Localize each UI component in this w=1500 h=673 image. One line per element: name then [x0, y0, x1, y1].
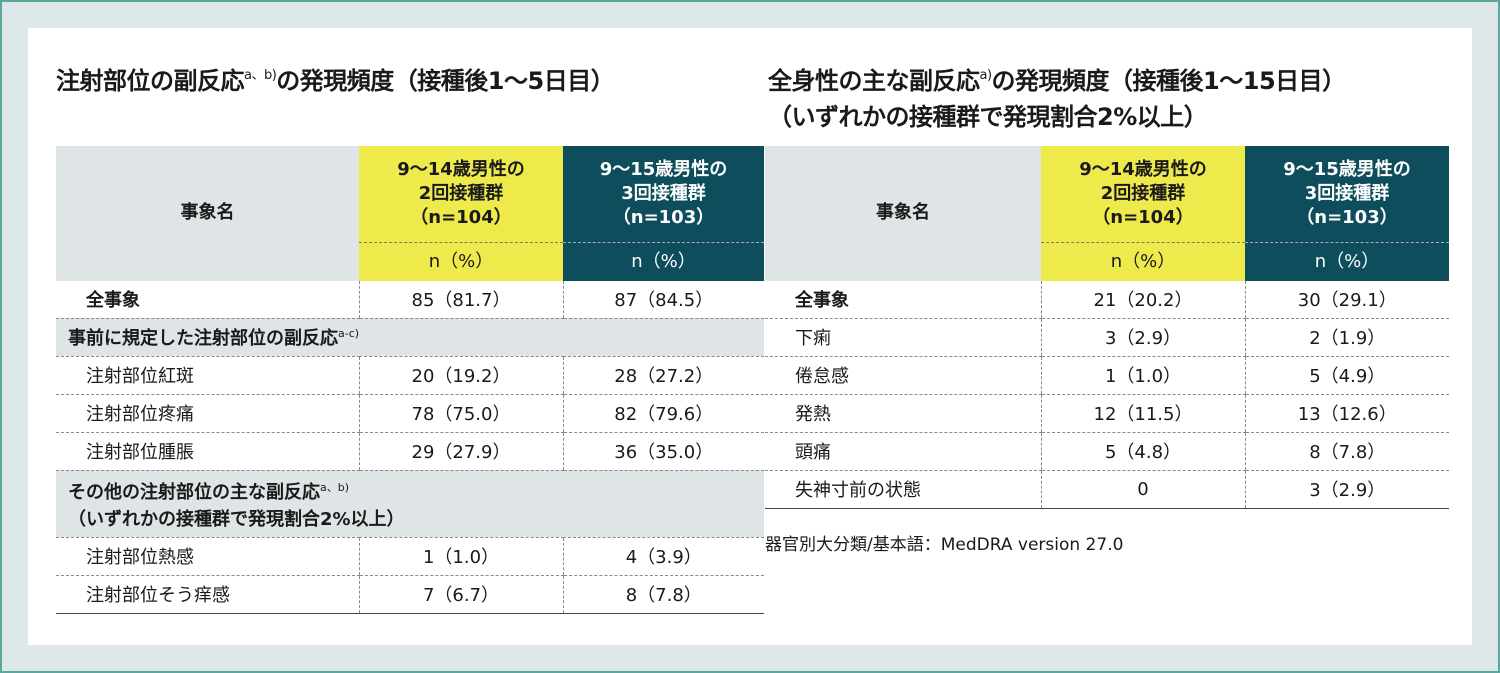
section-header: その他の注射部位の主な副反応a、b) （いずれかの接種群で発現割合2%以上） [56, 470, 764, 538]
cell-3dose: 8（7.8） [562, 575, 764, 614]
row-label: 全事象 [56, 280, 359, 319]
cell-2dose: 1（1.0） [1040, 356, 1245, 395]
table-row: 頭痛 5（4.8） 8（7.8） [765, 432, 1449, 471]
cell-2dose: 85（81.7） [358, 280, 563, 319]
cell-3dose: 8（7.8） [1244, 432, 1449, 471]
cell-2dose: 1（1.0） [358, 537, 563, 576]
cell-3dose: 2（1.9） [1244, 318, 1449, 357]
table-row: 注射部位疼痛 78（75.0） 82（79.6） [56, 394, 764, 433]
cell-2dose: 12（11.5） [1040, 394, 1245, 433]
row-label: 倦怠感 [765, 356, 1041, 395]
table-row: 倦怠感 1（1.0） 5（4.9） [765, 356, 1449, 395]
cell-2dose: 20（19.2） [358, 356, 563, 395]
row-label: 注射部位腫脹 [56, 432, 359, 471]
cell-2dose: 0 [1040, 470, 1245, 509]
row-label: 頭痛 [765, 432, 1041, 471]
table-row: 注射部位腫脹 29（27.9） 36（35.0） [56, 432, 764, 471]
cell-3dose: 82（79.6） [562, 394, 764, 433]
cell-2dose: 78（75.0） [358, 394, 563, 433]
footnote: 器官別大分類/基本語：MedDRA version 27.0 [765, 535, 1124, 555]
row-label: 注射部位疼痛 [56, 394, 359, 433]
cell-2dose: 29（27.9） [358, 432, 563, 471]
group-2dose-header: 9～14歳男性の 2回接種群 （n=104） [1041, 146, 1245, 242]
left-table-title: 注射部位の副反応a、b)の発現頻度（接種後1～5日目） [56, 67, 615, 95]
unit-header: n（%） [359, 241, 563, 281]
cell-2dose: 3（2.9） [1040, 318, 1245, 357]
row-label: 発熱 [765, 394, 1041, 433]
table-row: 失神寸前の状態 0 3（2.9） [765, 470, 1449, 509]
table-row: 全事象 21（20.2） 30（29.1） [765, 280, 1449, 319]
group-3dose-header: 9～15歳男性の 3回接種群 （n=103） [1245, 146, 1449, 242]
cell-3dose: 87（84.5） [562, 280, 764, 319]
unit-header: n（%） [563, 241, 764, 281]
systemic-reaction-table: 事象名 9～14歳男性の 2回接種群 （n=104） 9～15歳男性の 3回接種… [765, 146, 1449, 509]
cell-3dose: 5（4.9） [1244, 356, 1449, 395]
unit-header: n（%） [1041, 241, 1245, 281]
cell-3dose: 4（3.9） [562, 537, 764, 576]
table-row: 発熱 12（11.5） 13（12.6） [765, 394, 1449, 433]
row-label: 注射部位熱感 [56, 537, 359, 576]
cell-2dose: 7（6.7） [358, 575, 563, 614]
row-label: 注射部位紅斑 [56, 356, 359, 395]
row-label: 下痢 [765, 318, 1041, 357]
group-3dose-header: 9～15歳男性の 3回接種群 （n=103） [563, 146, 764, 242]
event-name-header: 事象名 [56, 146, 359, 281]
table-row: 下痢 3（2.9） 2（1.9） [765, 318, 1449, 357]
cell-3dose: 30（29.1） [1244, 280, 1449, 319]
row-label: 注射部位そう痒感 [56, 575, 359, 614]
content-panel: 注射部位の副反応a、b)の発現頻度（接種後1～5日目） 全身性の主な副反応a)の… [28, 28, 1472, 645]
table-row: 全事象 85（81.7） 87（84.5） [56, 280, 764, 319]
table-row: 注射部位そう痒感 7（6.7） 8（7.8） [56, 575, 764, 614]
injection-site-table: 事象名 9～14歳男性の 2回接種群 （n=104） 9～15歳男性の 3回接種… [56, 146, 764, 614]
cell-2dose: 5（4.8） [1040, 432, 1245, 471]
row-label: 失神寸前の状態 [765, 470, 1041, 509]
cell-3dose: 36（35.0） [562, 432, 764, 471]
row-label: 全事象 [765, 280, 1041, 319]
group-2dose-header: 9～14歳男性の 2回接種群 （n=104） [359, 146, 563, 242]
right-table-title: 全身性の主な副反応a)の発現頻度（接種後1～15日目） （いずれかの接種群で発現… [768, 67, 1346, 131]
section-header: 事前に規定した注射部位の副反応a-c) [56, 318, 764, 357]
event-name-header: 事象名 [765, 146, 1041, 281]
unit-header: n（%） [1245, 241, 1449, 281]
table-row: 注射部位熱感 1（1.0） 4（3.9） [56, 537, 764, 576]
cell-3dose: 28（27.2） [562, 356, 764, 395]
table-row: 注射部位紅斑 20（19.2） 28（27.2） [56, 356, 764, 395]
cell-2dose: 21（20.2） [1040, 280, 1245, 319]
cell-3dose: 3（2.9） [1244, 470, 1449, 509]
cell-3dose: 13（12.6） [1244, 394, 1449, 433]
